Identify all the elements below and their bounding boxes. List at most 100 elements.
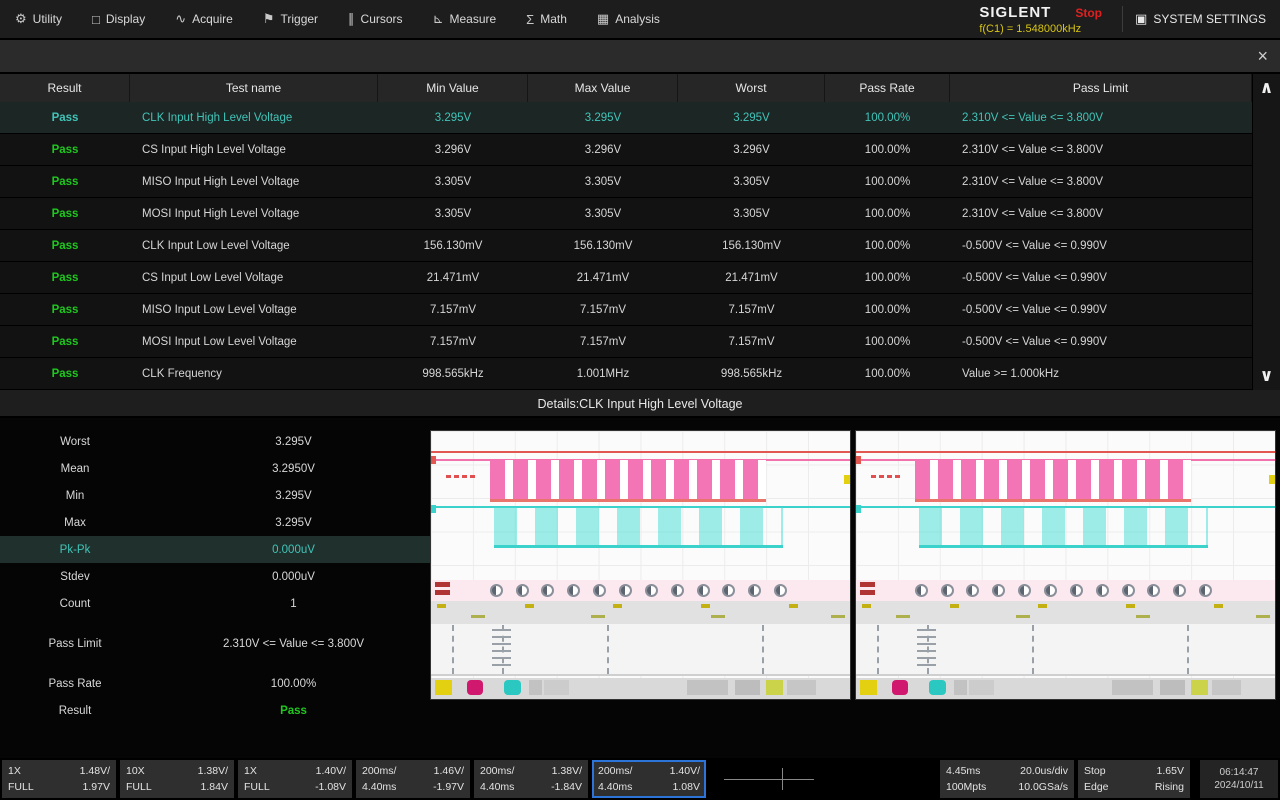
clock-waveform (489, 460, 767, 502)
ruler-icon: ⊾ (432, 11, 444, 26)
menu-item-math[interactable]: Σ Math (511, 0, 582, 38)
offset: 1.84V (200, 781, 228, 793)
stat-row[interactable]: Pk-Pk 0.000uV (0, 536, 437, 563)
zoom-delay: 4.40ms (598, 781, 633, 793)
table-row[interactable]: Pass MISO Input High Level Voltage 3.305… (0, 166, 1252, 198)
menu-item-trigger[interactable]: ⚑ Trigger (248, 0, 333, 38)
result-cell: Pass (51, 111, 79, 124)
stat-row[interactable]: Mean 3.2950V (0, 455, 437, 482)
stat-row[interactable]: Max 3.295V (0, 509, 437, 536)
measure-chip (435, 582, 450, 588)
table-row[interactable]: Pass CS Input Low Level Voltage 21.471mV… (0, 262, 1252, 294)
measurement-markers (489, 581, 788, 600)
menu-label: Trigger (280, 12, 319, 26)
time-per-div: 20.0us/div (1020, 765, 1068, 777)
annotation-text (916, 629, 936, 670)
bandwidth: FULL (8, 781, 34, 793)
stat-row[interactable]: Count 1 (0, 590, 437, 617)
result-cell: Pass (51, 303, 79, 316)
pass-rate-cell: 100.00% (864, 303, 911, 316)
stat-row[interactable]: Pass Limit 2.310V <= Value <= 3.800V (0, 630, 437, 657)
pass-limit-cell: -0.500V <= Value <= 0.990V (962, 239, 1107, 252)
measure-band (856, 579, 1275, 602)
system-settings-label: SYSTEM SETTINGS (1153, 12, 1266, 26)
stat-label: Count (59, 597, 91, 610)
time-marker (876, 625, 879, 674)
waveform-thumbnail-left[interactable] (430, 430, 851, 700)
menu-item-display[interactable]: □ Display (77, 0, 160, 38)
menu-item-utility[interactable]: ⚙ Utility (0, 0, 77, 38)
timebase-box[interactable]: 4.45ms 20.0us/div 100Mpts 10.0GSa/s (940, 760, 1074, 798)
table-row[interactable]: Pass CS Input High Level Voltage 3.296V … (0, 134, 1252, 166)
badge-gray (529, 680, 543, 695)
stat-value: Pass (280, 704, 307, 717)
table-row[interactable]: Pass MOSI Input High Level Voltage 3.305… (0, 198, 1252, 230)
stat-row[interactable]: Pass Rate 100.00% (0, 670, 437, 697)
max-value-cell: 3.305V (584, 175, 622, 188)
test-name-cell: CLK Input Low Level Voltage (142, 239, 290, 252)
stat-row[interactable]: Worst 3.295V (0, 428, 437, 455)
close-icon[interactable]: × (1257, 46, 1268, 66)
channel2-marker (431, 504, 436, 513)
stat-row[interactable]: Result Pass (0, 697, 437, 724)
pass-limit-cell: 2.310V <= Value <= 3.800V (962, 111, 1104, 124)
channel-box-1[interactable]: 1X 1.48V/ FULL 1.97V (2, 760, 116, 798)
table-row[interactable]: Pass MISO Input Low Level Voltage 7.157m… (0, 294, 1252, 326)
table-row[interactable]: Pass CLK Input High Level Voltage 3.295V… (0, 102, 1252, 134)
trigger-box[interactable]: Stop 1.65V Edge Rising (1078, 760, 1190, 798)
worst-cell: 156.130mV (722, 239, 781, 252)
test-name-cell: CS Input Low Level Voltage (142, 271, 284, 284)
column-header: Test name (130, 74, 378, 102)
pass-rate-cell: 100.00% (864, 239, 911, 252)
table-row[interactable]: Pass CLK Frequency 998.565kHz 1.001MHz 9… (0, 358, 1252, 390)
channel-box-3[interactable]: 1X 1.40V/ FULL -1.08V (238, 760, 352, 798)
offset: -1.84V (551, 781, 582, 793)
zoom-box-1[interactable]: 200ms/1.46V/ 4.40ms -1.97V (356, 760, 470, 798)
result-cell: Pass (51, 239, 79, 252)
stat-row[interactable]: Min 3.295V (0, 482, 437, 509)
clock-box[interactable]: 06:14:47 2024/10/11 (1200, 760, 1278, 798)
trigger-position-indicator[interactable] (724, 760, 824, 798)
badge-gray (954, 680, 968, 695)
stat-label: Min (65, 489, 85, 502)
time-marker (762, 625, 764, 674)
result-cell: Pass (51, 271, 79, 284)
cursor-label (445, 475, 475, 479)
test-name-cell: CLK Input High Level Voltage (142, 111, 293, 124)
stat-label: Result (58, 704, 92, 717)
channel1-marker (431, 456, 436, 465)
column-header: Min Value (378, 74, 528, 102)
menu-item-analysis[interactable]: ▦ Analysis (582, 0, 675, 38)
badge-gray (734, 680, 760, 695)
stat-label: Pass Rate (48, 677, 102, 690)
clock-high-baseline (431, 459, 850, 462)
table-row[interactable]: Pass CLK Input Low Level Voltage 156.130… (0, 230, 1252, 262)
scroll-up-icon[interactable]: ∧ (1259, 78, 1274, 97)
waveform-thumbnail-right[interactable] (855, 430, 1276, 700)
pass-rate-cell: 100.00% (864, 207, 911, 220)
table-scrollbar[interactable]: ∧ ∨ (1252, 74, 1280, 390)
zoom-delay: 4.40ms (362, 781, 397, 793)
max-value-cell: 21.471mV (576, 271, 630, 284)
time-marker (1031, 625, 1034, 674)
menu-item-cursors[interactable]: ∥ Cursors (333, 0, 418, 38)
sample-rate: 10.0GSa/s (1018, 781, 1068, 793)
table-row[interactable]: Pass MOSI Input Low Level Voltage 7.157m… (0, 326, 1252, 358)
zoom-box-3-selected[interactable]: 200ms/1.40V/ 4.40ms 1.08V (592, 760, 706, 798)
channel-box-2[interactable]: 10X 1.38V/ FULL 1.84V (120, 760, 234, 798)
badge-yellow (860, 680, 877, 695)
scroll-down-icon[interactable]: ∨ (1259, 366, 1274, 385)
menu-item-acquire[interactable]: ∿ Acquire (160, 0, 248, 38)
menu-label: Display (105, 12, 146, 26)
menu-label: Analysis (615, 12, 660, 26)
max-value-cell: 3.295V (584, 111, 622, 124)
result-cell: Pass (51, 175, 79, 188)
pass-rate-cell: 100.00% (864, 175, 911, 188)
stat-value: 0.000uV (272, 570, 315, 583)
stat-row[interactable]: Stdev 0.000uV (0, 563, 437, 590)
zoom-box-2[interactable]: 200ms/1.38V/ 4.40ms -1.84V (474, 760, 588, 798)
stat-label: Pk-Pk (59, 543, 91, 556)
system-settings-button[interactable]: ▣ SYSTEM SETTINGS (1135, 11, 1280, 27)
menu-item-measure[interactable]: ⊾ Measure (418, 0, 512, 38)
